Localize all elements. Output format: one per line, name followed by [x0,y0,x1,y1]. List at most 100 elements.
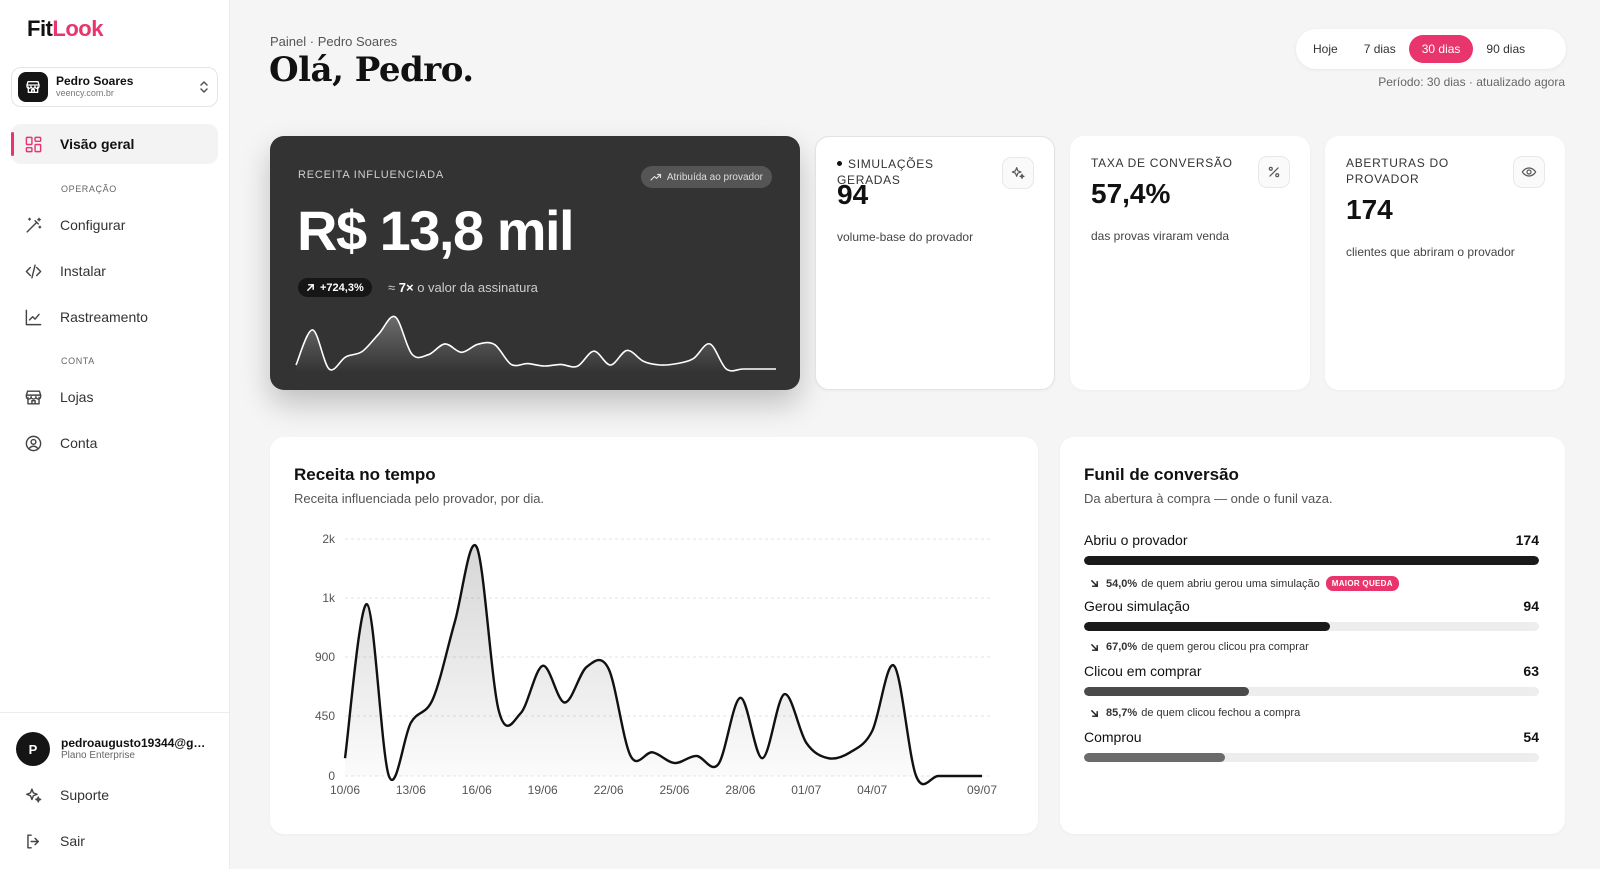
period-note: Período: 30 dias · atualizado agora [1378,75,1565,89]
line-chart-icon [25,309,42,325]
sidebar-item-label: Visão geral [60,136,135,152]
x-tick-label: 25/06 [659,783,689,797]
logout-icon [27,833,39,849]
drop-text: de quem gerou clicou pra comprar [1141,641,1309,653]
chevron-up-down-icon [197,77,211,97]
x-tick-label: 19/06 [528,783,558,797]
step-value: 174 [1515,532,1539,548]
biggest-drop-badge: MAIOR QUEDA [1325,576,1399,591]
tab-90-days[interactable]: 90 dias [1486,42,1526,56]
panel-title: Receita no tempo [294,465,436,484]
revenue-sparkline [295,315,776,373]
kpi-sub: clientes que abriram o provador [1346,245,1515,259]
sidebar-item-label: Sair [60,833,85,849]
sparkles-icon [26,787,42,803]
funnel-step-opened: Abriu o provador 174 [1084,532,1539,565]
revenue-hero-card: RECEITA INFLUENCIADA Atribuída ao provad… [270,136,800,390]
step-bar-fill [1084,622,1330,631]
drop-pct: 85,7% [1106,707,1138,719]
funnel-step-purchased: Comprou 54 [1084,729,1539,762]
hero-note: ≈ 7× o valor da assinatura [388,280,538,295]
step-value: 54 [1523,729,1539,745]
x-tick-label: 28/06 [725,783,755,797]
step-bar-fill [1084,753,1226,762]
arrow-up-right-icon [307,284,314,291]
nav-section-operation: OPERAÇÃO [61,184,117,194]
funnel-step-simulated: Gerou simulação 94 [1084,598,1539,631]
breadcrumb: Painel · Pedro Soares [270,34,398,49]
tab-7-days[interactable]: 7 dias [1363,42,1396,56]
drop-text: de quem abriu gerou uma simulação [1141,577,1320,590]
kpi-card-conversion: TAXA DE CONVERSÃO 57,4% das provas virar… [1070,136,1310,390]
x-tick-label: 22/06 [594,783,624,797]
page-title: Olá, Pedro. [269,50,474,90]
step-bar-fill [1084,556,1539,565]
period-selector: Hoje 7 dias 30 dias 90 dias [1296,29,1566,69]
sidebar-item-support[interactable]: Suporte [11,775,218,815]
sparkles-icon [1002,157,1034,189]
sidebar-item-overview[interactable]: Visão geral [11,124,218,164]
magic-wand-icon [26,217,42,233]
step-bar [1084,753,1539,762]
sidebar-item-label: Rastreamento [60,309,148,325]
sidebar-item-account[interactable]: Conta [11,423,218,463]
note-prefix: ≈ [388,280,396,295]
note-multiplier: 7× [398,280,414,295]
step-value: 63 [1523,663,1539,679]
store-name: Pedro Soares [56,74,134,89]
user-circle-icon [25,435,42,451]
sidebar-item-label: Lojas [60,389,94,405]
badge-text: Atribuída ao provador [666,171,763,183]
x-tick-label: 01/07 [791,783,821,797]
x-tick-label: 13/06 [396,783,426,797]
step-bar-fill [1084,687,1249,696]
funnel-drop: 67,0% de quem gerou clicou pra comprar [1090,641,1309,653]
kpi-card-openings: ABERTURAS DO PROVADOR 174 clientes que a… [1325,136,1565,390]
store-url: veency.com.br [56,87,114,98]
sidebar-item-tracking[interactable]: Rastreamento [11,297,218,337]
sidebar-item-label: Instalar [60,263,106,279]
y-tick-label: 900 [315,650,335,664]
y-tick-label: 450 [315,709,335,723]
y-tick-label: 1k [322,591,336,605]
user-info: pedroaugusto19344@gma... Plano Enterpris… [61,736,216,762]
store-switcher[interactable]: Pedro Soares veency.com.br [11,67,218,107]
kpi-label-text: SIMULAÇÕES GERADAS [837,157,934,187]
kpi-label: TAXA DE CONVERSÃO [1091,156,1233,170]
sidebar-item-configure[interactable]: Configurar [11,205,218,245]
sidebar: FitLook Pedro Soares veency.com.br Visão… [0,0,230,869]
kpi-card-simulations: SIMULAÇÕES GERADAS 94 volume-base do pro… [815,136,1055,390]
sidebar-item-install[interactable]: Instalar [11,251,218,291]
user-profile[interactable]: P pedroaugusto19344@gma... Plano Enterpr… [16,731,221,767]
hero-label: RECEITA INFLUENCIADA [298,169,444,181]
sparkline-line [295,315,776,372]
grid-icon [25,136,42,152]
nav-section-account: CONTA [61,356,95,366]
kpi-sub: volume-base do provador [837,230,974,244]
sparkline-area [296,316,776,373]
arrow-down-right-icon [1091,580,1098,587]
sidebar-item-logout[interactable]: Sair [11,821,218,861]
note-suffix: o valor da assinatura [417,280,538,295]
tab-today[interactable]: Hoje [1313,42,1338,56]
tab-30-days[interactable]: 30 dias [1408,35,1474,63]
kpi-sub: das provas viraram venda [1091,229,1230,243]
kpi-label: ABERTURAS DO PROVADOR [1346,156,1449,186]
fitlook-logo[interactable]: FitLook [27,16,103,42]
step-bar [1084,687,1539,696]
percent-icon [1258,156,1290,188]
sidebar-item-label: Suporte [60,787,110,803]
growth-value: +724,3% [320,281,364,294]
panel-title: Funil de conversão [1084,465,1239,484]
funnel-drop: 85,7% de quem clicou fechou a compra [1090,707,1300,719]
hero-value: R$ 13,8 mil [297,199,575,262]
revenue-chart: 0 450 900 1k 2k 10/06 13/06 16/06 19/06 22/06 25/… [315,532,997,797]
sidebar-item-label: Configurar [60,217,126,233]
x-tick-label: 16/06 [462,783,492,797]
x-tick-label: 09/07 [967,783,997,797]
sidebar-item-stores[interactable]: Lojas [11,377,218,417]
revenue-area [345,545,982,785]
store-icon [25,389,42,405]
y-tick-label: 0 [328,769,335,783]
kpi-value: 57,4% [1091,178,1171,209]
